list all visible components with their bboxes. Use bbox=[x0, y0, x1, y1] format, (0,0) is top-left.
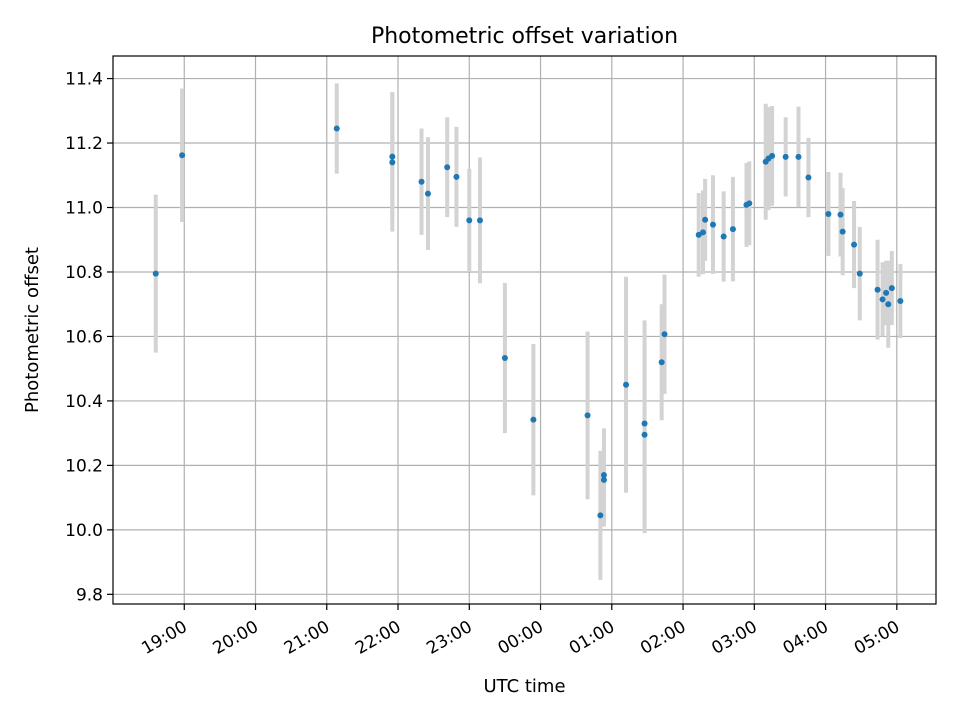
data-point bbox=[879, 296, 886, 303]
data-point bbox=[424, 190, 431, 197]
data-point bbox=[699, 229, 706, 236]
data-point bbox=[839, 228, 846, 235]
y-tick-label: 9.8 bbox=[76, 585, 103, 605]
data-point bbox=[530, 416, 537, 423]
data-point bbox=[584, 412, 591, 419]
data-point bbox=[897, 297, 904, 304]
y-tick-label: 10.8 bbox=[65, 263, 103, 283]
grid bbox=[113, 56, 936, 604]
data-point bbox=[597, 512, 604, 519]
data-point bbox=[769, 152, 776, 159]
data-point bbox=[641, 420, 648, 427]
data-point bbox=[658, 359, 665, 366]
data-point bbox=[389, 159, 396, 166]
data-point bbox=[152, 270, 159, 277]
y-axis: 9.8 10.0 10.2 10.4 10.6 10.8 11.0 11.2 11.4 bbox=[65, 70, 113, 605]
data-point bbox=[874, 286, 881, 293]
data-point bbox=[641, 431, 648, 438]
data-point bbox=[888, 285, 895, 292]
data-point bbox=[623, 381, 630, 388]
data-point bbox=[476, 217, 483, 224]
data-points bbox=[152, 125, 904, 519]
data-point bbox=[709, 221, 716, 228]
data-point bbox=[333, 125, 340, 132]
data-point bbox=[600, 476, 607, 483]
data-point bbox=[805, 174, 812, 181]
data-point bbox=[501, 355, 508, 362]
data-point bbox=[179, 152, 186, 159]
data-point bbox=[702, 216, 709, 223]
data-point bbox=[746, 200, 753, 207]
y-tick-label: 10.6 bbox=[65, 327, 103, 347]
data-point bbox=[729, 226, 736, 233]
data-point bbox=[661, 331, 668, 338]
y-tick-label: 11.4 bbox=[65, 70, 103, 90]
data-point bbox=[885, 301, 892, 308]
y-tick-label: 11.0 bbox=[65, 199, 103, 219]
data-point bbox=[837, 211, 844, 218]
x-axis-label: UTC time bbox=[483, 676, 565, 697]
y-tick-label: 10.0 bbox=[65, 521, 103, 541]
data-point bbox=[720, 233, 727, 240]
y-tick-label: 11.2 bbox=[65, 134, 103, 154]
data-point bbox=[825, 210, 832, 217]
data-point bbox=[466, 217, 473, 224]
y-axis-label: Photometric offset bbox=[22, 247, 43, 413]
data-point bbox=[795, 153, 802, 160]
data-point bbox=[600, 472, 607, 479]
plot-frame bbox=[112, 55, 937, 605]
data-point bbox=[389, 153, 396, 160]
data-point bbox=[883, 289, 890, 296]
data-point bbox=[782, 153, 789, 160]
data-point bbox=[851, 241, 858, 248]
y-tick-label: 10.2 bbox=[65, 456, 103, 476]
y-tick-label: 10.4 bbox=[65, 392, 103, 412]
data-point bbox=[444, 164, 451, 171]
data-point bbox=[453, 173, 460, 180]
chart-title: Photometric offset variation bbox=[371, 24, 678, 49]
data-point bbox=[856, 270, 863, 277]
data-point bbox=[418, 178, 425, 185]
